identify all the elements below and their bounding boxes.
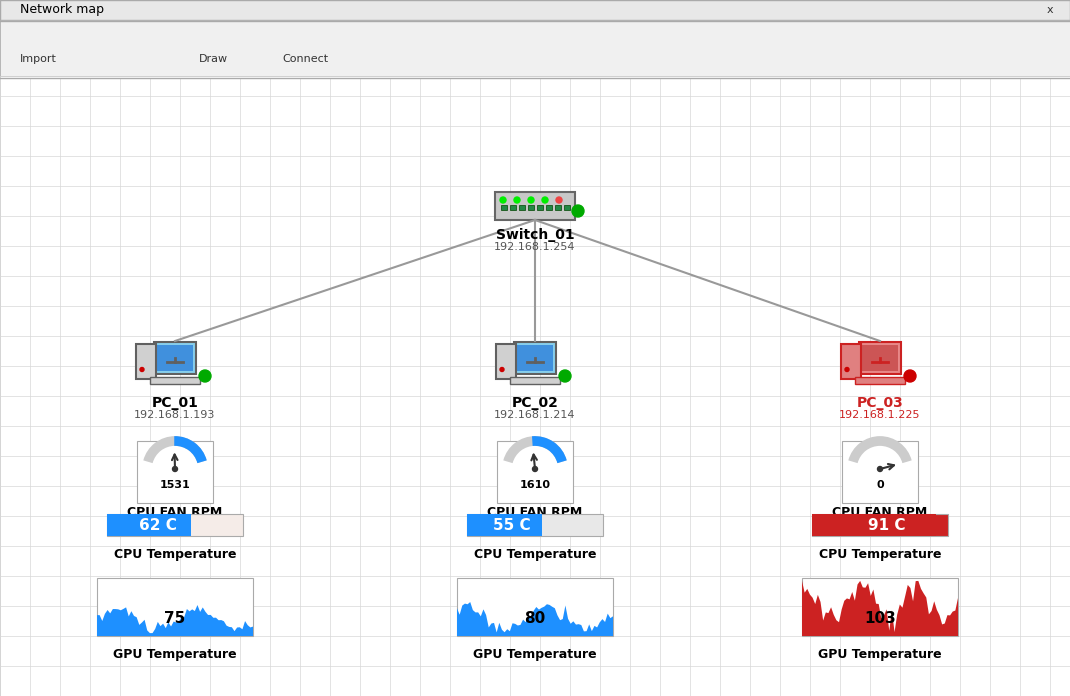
Text: GPU Temperature: GPU Temperature [819, 648, 942, 661]
FancyBboxPatch shape [501, 205, 507, 210]
FancyBboxPatch shape [0, 20, 1070, 76]
FancyBboxPatch shape [496, 441, 574, 503]
Circle shape [172, 466, 178, 471]
Text: Connect: Connect [281, 54, 328, 64]
Circle shape [556, 197, 562, 203]
Text: GPU Temperature: GPU Temperature [113, 648, 236, 661]
Text: CPU Temperature: CPU Temperature [819, 548, 942, 561]
FancyBboxPatch shape [97, 578, 253, 636]
FancyBboxPatch shape [842, 441, 918, 503]
Text: Import: Import [19, 54, 57, 64]
Circle shape [845, 367, 849, 372]
FancyBboxPatch shape [467, 514, 541, 536]
Text: 1610: 1610 [520, 480, 550, 490]
FancyBboxPatch shape [496, 344, 516, 379]
Text: 62 C: 62 C [139, 518, 177, 532]
FancyBboxPatch shape [137, 441, 213, 503]
FancyBboxPatch shape [555, 205, 561, 210]
FancyBboxPatch shape [514, 342, 556, 374]
Circle shape [572, 205, 584, 217]
FancyBboxPatch shape [517, 345, 553, 371]
FancyBboxPatch shape [136, 344, 156, 379]
Circle shape [500, 197, 506, 203]
Text: Switch_01: Switch_01 [495, 228, 575, 242]
FancyBboxPatch shape [802, 578, 958, 636]
Text: GPU Temperature: GPU Temperature [473, 648, 597, 661]
Circle shape [514, 197, 520, 203]
Circle shape [542, 197, 548, 203]
Text: 192.168.1.225: 192.168.1.225 [839, 410, 921, 420]
Text: 55 C: 55 C [493, 518, 531, 532]
Text: PC_02: PC_02 [511, 396, 559, 410]
FancyBboxPatch shape [510, 205, 516, 210]
FancyBboxPatch shape [859, 342, 901, 374]
FancyBboxPatch shape [528, 205, 534, 210]
FancyBboxPatch shape [519, 205, 525, 210]
FancyBboxPatch shape [855, 377, 905, 383]
Text: PC_01: PC_01 [152, 396, 198, 410]
Text: 192.168.1.193: 192.168.1.193 [135, 410, 216, 420]
Polygon shape [97, 605, 253, 636]
FancyBboxPatch shape [546, 205, 552, 210]
Circle shape [528, 197, 534, 203]
FancyBboxPatch shape [154, 342, 196, 374]
Circle shape [533, 466, 537, 471]
FancyBboxPatch shape [841, 344, 861, 379]
FancyBboxPatch shape [564, 205, 570, 210]
Circle shape [500, 367, 504, 372]
Text: Network map: Network map [20, 3, 104, 17]
Text: 0: 0 [876, 480, 884, 490]
FancyBboxPatch shape [812, 514, 948, 536]
FancyBboxPatch shape [150, 377, 200, 383]
Text: 80: 80 [524, 611, 546, 626]
Polygon shape [457, 602, 613, 636]
Circle shape [559, 370, 571, 382]
Text: 91 C: 91 C [868, 518, 905, 532]
FancyBboxPatch shape [0, 76, 1070, 696]
Text: CPU FAN RPM: CPU FAN RPM [487, 507, 583, 519]
Circle shape [199, 370, 211, 382]
Circle shape [877, 466, 883, 471]
Text: CPU Temperature: CPU Temperature [474, 548, 596, 561]
Polygon shape [802, 581, 958, 636]
Text: 75: 75 [165, 611, 185, 626]
FancyBboxPatch shape [510, 377, 560, 383]
FancyBboxPatch shape [107, 514, 192, 536]
Text: x: x [1046, 5, 1053, 15]
FancyBboxPatch shape [107, 514, 243, 536]
Text: CPU Temperature: CPU Temperature [113, 548, 236, 561]
FancyBboxPatch shape [862, 345, 898, 371]
Circle shape [140, 367, 144, 372]
FancyBboxPatch shape [537, 205, 542, 210]
Text: 192.168.1.254: 192.168.1.254 [494, 242, 576, 252]
Text: Draw: Draw [198, 54, 228, 64]
FancyBboxPatch shape [467, 514, 603, 536]
FancyBboxPatch shape [495, 192, 575, 220]
Text: CPU FAN RPM: CPU FAN RPM [127, 507, 223, 519]
Text: 192.168.1.214: 192.168.1.214 [494, 410, 576, 420]
FancyBboxPatch shape [812, 514, 936, 536]
Circle shape [904, 370, 916, 382]
Text: 103: 103 [865, 611, 896, 626]
Text: CPU FAN RPM: CPU FAN RPM [832, 507, 928, 519]
FancyBboxPatch shape [457, 578, 613, 636]
Text: 1531: 1531 [159, 480, 190, 490]
FancyBboxPatch shape [0, 0, 1070, 20]
FancyBboxPatch shape [157, 345, 193, 371]
Text: PC_03: PC_03 [857, 396, 903, 410]
